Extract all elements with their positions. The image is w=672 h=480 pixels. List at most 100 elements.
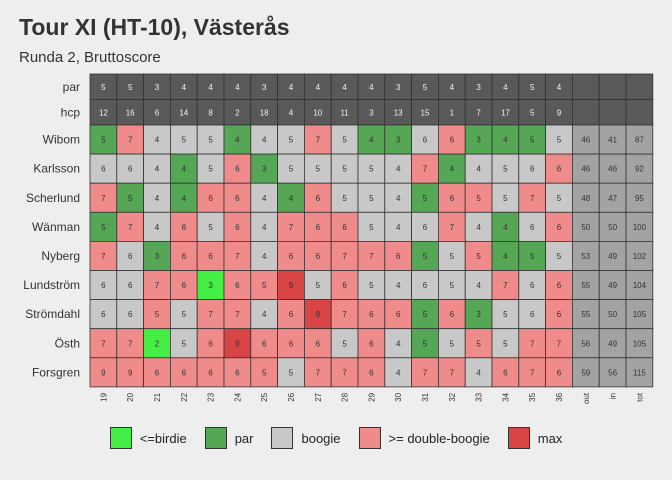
hcp-cell-label: 6 [155,108,160,117]
score-cell [116,153,145,184]
x-tick-label: 29 [367,392,376,401]
score-cell-label: 5 [208,136,213,145]
par-cell [491,73,520,100]
score-cell-label: 7 [423,165,428,174]
score-cell-label: 7 [316,136,321,145]
score-cell-label: 6 [289,310,294,319]
score-cell-label: 4 [262,194,267,203]
hcp-cell-label: 5 [530,108,535,117]
score-cell-label: 5 [530,136,535,145]
score-cell-label: 7 [101,194,106,203]
score-cell-label: 7 [530,368,535,377]
score-cell-label: 5 [342,165,347,174]
score-cell-label: 7 [101,339,106,348]
par-cell [572,73,600,100]
score-cell-label: 5 [450,339,455,348]
score-cell-label: 7 [530,194,535,203]
hcp-cell-label: 2 [235,108,240,117]
legend-swatch [507,427,530,449]
total-cell [572,182,600,213]
x-tick-label: 35 [528,392,537,401]
par-cell [89,73,118,100]
score-cell-label: 7 [208,310,213,319]
score-cell [223,211,252,242]
score-cell-label: 4 [262,252,267,261]
score-cell-label: 5 [530,252,535,261]
total-cell [625,328,654,359]
legend-item: boogie [271,427,341,449]
score-cell-label: 4 [262,223,267,232]
total-cell-label: 56 [581,339,590,348]
legend-swatch [271,427,294,449]
score-cell [143,328,171,359]
score-cell-label: 4 [450,165,455,174]
legend-label: >= double-boogie [388,430,490,446]
hcp-cell [518,99,546,126]
score-cell-label: 5 [450,281,455,290]
score-cell [223,240,252,271]
score-cell [491,357,520,388]
x-tick-label: 23 [207,392,216,401]
x-tick-label: tot [635,392,644,402]
total-cell-label: 92 [635,165,644,174]
hcp-cell-label: 15 [421,108,430,117]
score-cell-label: 6 [530,281,535,290]
total-cell-label: 50 [608,310,617,319]
score-cell [196,153,225,184]
score-cell [169,328,198,359]
score-cell-label: 4 [289,194,294,203]
hcp-cell [464,99,493,126]
score-cell [464,357,493,388]
score-cell-label: 6 [450,194,455,203]
total-cell-label: 46 [608,165,617,174]
legend-swatch [358,427,381,449]
score-cell [250,153,279,184]
score-cell-label: 7 [101,252,106,261]
score-cell [357,124,386,155]
score-cell [143,211,171,242]
score-cell-label: 4 [476,368,481,377]
score-cell-label: 4 [155,165,160,174]
score-cell-label: 6 [208,368,213,377]
score-cell-label: 9 [128,368,133,377]
score-cell-label: 4 [503,252,508,261]
par-cell-label: 3 [155,83,160,92]
x-tick-label: 27 [314,392,323,401]
score-cell-label: 6 [182,368,187,377]
hcp-cell-label: 16 [126,108,135,117]
score-cell [116,299,145,330]
score-cell-label: 6 [503,368,508,377]
score-cell-label: 6 [316,252,321,261]
score-cell [384,270,412,301]
total-cell-label: 53 [581,252,590,261]
x-tick-label: 28 [341,392,350,401]
score-cell [411,357,439,388]
score-cell-label: 4 [476,281,481,290]
par-cell-label: 4 [182,83,187,92]
score-cell-label: 5 [101,223,106,232]
score-cell-label: 6 [557,281,562,290]
score-cell-label: 5 [503,194,508,203]
score-cell-label: 5 [128,194,133,203]
x-tick-label: in [609,393,618,399]
row-label-hcp: hcp [61,105,81,119]
score-cell [518,328,546,359]
score-cell [384,357,412,388]
score-cell [303,240,332,271]
score-cell-label: 5 [342,339,347,348]
score-cell-label: 5 [262,281,267,290]
x-tick-label: 19 [99,392,108,401]
hcp-cell-label: 1 [450,108,455,117]
score-cell-label: 6 [289,252,294,261]
score-cell-label: 5 [503,165,508,174]
score-cell-label: 7 [450,368,455,377]
score-cell-label: 6 [342,281,347,290]
score-cell-label: 5 [423,252,428,261]
par-cell-label: 5 [423,83,428,92]
score-cell [169,357,198,388]
x-tick-label: 32 [448,392,457,401]
score-cell [491,211,520,242]
score-cell [464,153,493,184]
par-cell [625,73,654,100]
score-cell-label: 7 [423,368,428,377]
